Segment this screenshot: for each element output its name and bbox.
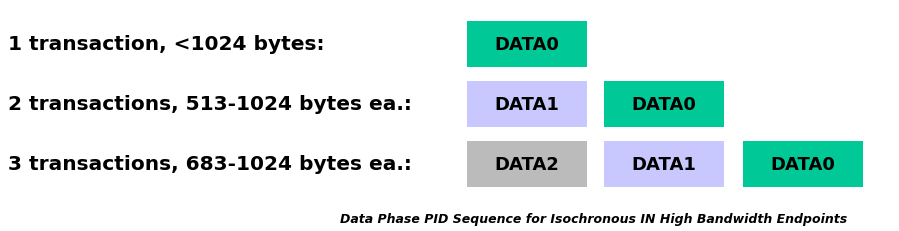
FancyBboxPatch shape — [604, 141, 724, 187]
FancyBboxPatch shape — [467, 82, 587, 128]
FancyBboxPatch shape — [743, 141, 863, 187]
Text: DATA1: DATA1 — [494, 96, 559, 113]
Text: DATA0: DATA0 — [494, 36, 559, 54]
FancyBboxPatch shape — [467, 22, 587, 68]
FancyBboxPatch shape — [604, 82, 724, 128]
Text: DATA0: DATA0 — [770, 155, 835, 173]
Text: Data Phase PID Sequence for Isochronous IN High Bandwidth Endpoints: Data Phase PID Sequence for Isochronous … — [340, 212, 847, 225]
Text: 3 transactions, 683-1024 bytes ea.:: 3 transactions, 683-1024 bytes ea.: — [8, 155, 412, 174]
Text: DATA0: DATA0 — [632, 96, 697, 113]
Text: 2 transactions, 513-1024 bytes ea.:: 2 transactions, 513-1024 bytes ea.: — [8, 95, 412, 114]
FancyBboxPatch shape — [467, 141, 587, 187]
Text: DATA1: DATA1 — [632, 155, 697, 173]
Text: 1 transaction, <1024 bytes:: 1 transaction, <1024 bytes: — [8, 35, 325, 54]
Text: DATA2: DATA2 — [494, 155, 559, 173]
